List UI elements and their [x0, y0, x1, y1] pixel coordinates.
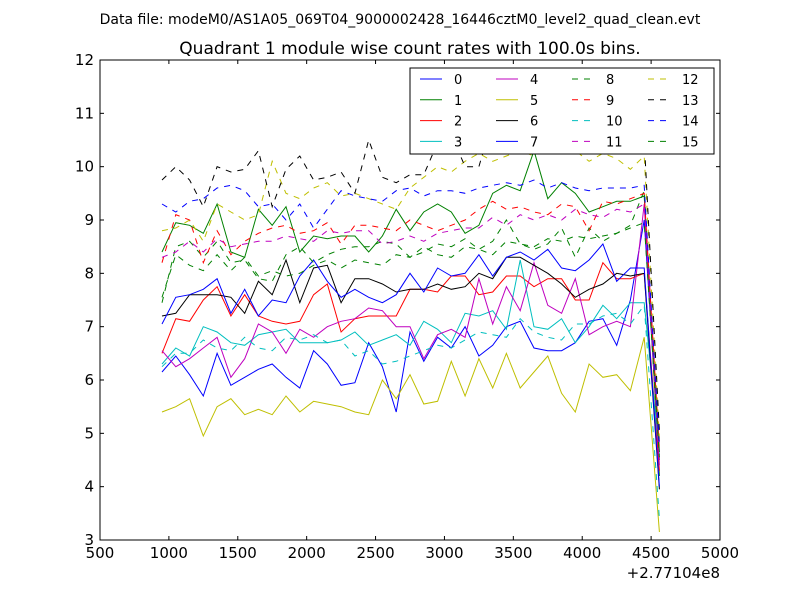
series-layer	[161, 118, 660, 533]
legend-label-5: 5	[530, 94, 538, 109]
legend-box	[409, 67, 715, 155]
x-tick-label: 500	[86, 544, 115, 562]
legend-label-7: 7	[530, 135, 538, 150]
series-line-1	[161, 149, 660, 477]
legend-label-10: 10	[606, 115, 623, 130]
y-tick-label: 8	[84, 264, 94, 282]
legend-label-14: 14	[682, 115, 699, 130]
x-tick-label: 5000	[701, 544, 739, 562]
y-tick-label: 9	[84, 211, 94, 229]
series-line-9	[161, 192, 660, 450]
series-line-6	[161, 256, 660, 490]
x-tick-label: 1000	[150, 544, 188, 562]
series-line-3	[161, 259, 660, 455]
legend-label-1: 1	[454, 94, 462, 109]
y-tick-label: 11	[75, 104, 94, 122]
y-tick-label: 10	[75, 158, 94, 176]
legend-label-6: 6	[530, 115, 538, 130]
legend-label-8: 8	[606, 73, 614, 88]
y-tick-label: 5	[84, 424, 94, 442]
series-line-10	[161, 303, 660, 519]
suptitle: Data file: modeM0/AS1A05_069T04_90000024…	[100, 12, 701, 28]
x-tick-label: 3500	[494, 544, 532, 562]
axes-frame	[99, 59, 721, 541]
series-line-7	[161, 243, 660, 487]
x-tick-label: 4000	[563, 544, 601, 562]
series-line-4	[161, 203, 660, 466]
series-line-11	[161, 203, 660, 442]
y-tick-label: 12	[75, 51, 94, 69]
y-tick-label: 3	[84, 531, 94, 549]
legend-label-0: 0	[454, 73, 462, 88]
y-tick-label: 6	[84, 371, 94, 389]
x-tick-label: 2500	[356, 544, 394, 562]
legend-label-15: 15	[682, 135, 699, 150]
x-offset-label: +2.77104e8	[627, 564, 720, 582]
legend-label-9: 9	[606, 94, 614, 109]
x-axis: 500 1000 1500 2000 2500 3000 3500 4000 4500 5000	[86, 60, 739, 562]
x-tick-label: 3000	[425, 544, 463, 562]
legend-label-11: 11	[606, 135, 623, 150]
legend-label-4: 4	[530, 73, 538, 88]
legend-label-2: 2	[454, 115, 462, 130]
chart-title: Quadrant 1 module wise count rates with …	[179, 39, 640, 59]
y-tick-label: 7	[84, 318, 94, 336]
series-line-14	[161, 179, 660, 447]
legend-label-13: 13	[682, 94, 699, 109]
y-tick-label: 4	[84, 478, 94, 496]
x-tick-label: 1500	[219, 544, 257, 562]
x-tick-label: 4500	[632, 544, 670, 562]
x-tick-label: 2000	[288, 544, 326, 562]
legend-label-12: 12	[682, 73, 699, 88]
series-line-5	[161, 337, 660, 533]
legend-label-3: 3	[454, 135, 462, 150]
series-line-15	[161, 221, 660, 458]
